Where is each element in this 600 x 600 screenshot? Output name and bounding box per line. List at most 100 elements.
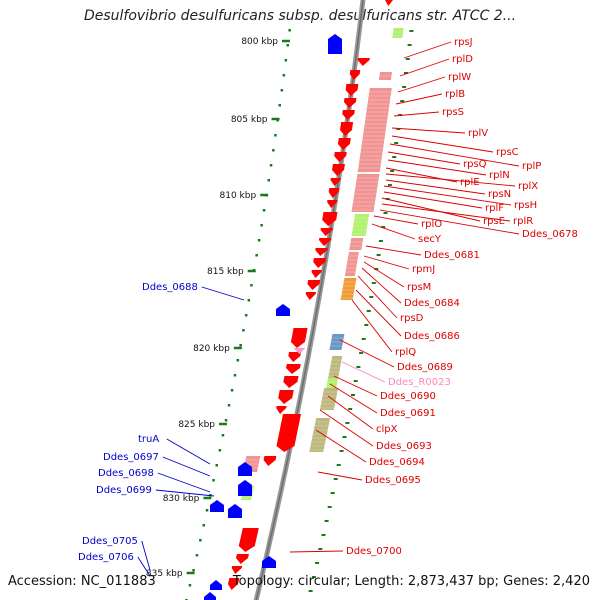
minor-tick (394, 142, 399, 144)
cog-block (328, 356, 343, 378)
forward-gene-arrow[interactable] (276, 304, 290, 316)
gene-label[interactable]: rpsJ (454, 37, 473, 48)
reverse-gene-arrow[interactable] (231, 566, 243, 574)
gene-label[interactable]: rpsN (488, 189, 511, 200)
reverse-gene-arrow[interactable] (343, 98, 357, 108)
gene-label[interactable]: rpsQ (463, 159, 487, 170)
reverse-gene-arrow[interactable] (307, 280, 321, 290)
minor-tick (402, 86, 407, 88)
minor-tick (376, 254, 381, 256)
reverse-gene-arrow[interactable] (357, 58, 370, 66)
reverse-gene-arrow[interactable] (276, 414, 302, 452)
cog-block (326, 378, 339, 388)
gene-label[interactable]: rplW (448, 72, 471, 83)
gene-label[interactable]: rplB (445, 89, 465, 100)
gene-label[interactable]: rplX (518, 181, 538, 192)
gene-label[interactable]: Ddes_0693 (376, 441, 432, 452)
reverse-gene-arrow[interactable] (339, 122, 354, 136)
reverse-gene-arrow[interactable] (276, 406, 287, 414)
gene-label[interactable]: Ddes_0700 (346, 546, 402, 557)
reverse-gene-arrow[interactable] (313, 258, 326, 268)
gene-label[interactable]: Ddes_0686 (404, 331, 460, 342)
ruler-dot (288, 29, 291, 32)
accession-text: Accession: NC_011883 (8, 574, 156, 589)
reverse-gene-arrow[interactable] (327, 200, 338, 208)
gene-label[interactable]: rpmJ (412, 264, 435, 275)
gene-label[interactable]: clpX (376, 424, 398, 435)
gene-label[interactable]: rplV (468, 128, 488, 139)
forward-gene-arrow[interactable] (262, 556, 276, 568)
reverse-gene-arrow[interactable] (330, 178, 341, 186)
gene-label[interactable]: Ddes_0691 (380, 408, 436, 419)
gene-label[interactable]: rpsC (496, 147, 519, 158)
reverse-gene-arrow[interactable] (286, 364, 301, 374)
minor-tick (333, 478, 338, 480)
reverse-gene-arrow[interactable] (349, 70, 361, 80)
gene-label[interactable]: Ddes_0690 (380, 391, 436, 402)
gene-label[interactable]: Ddes_0697 (103, 452, 159, 463)
gene-label[interactable]: rpsE (483, 216, 505, 227)
gene-label[interactable]: Ddes_R0023 (388, 377, 451, 388)
gene-label[interactable]: rplF (485, 203, 504, 214)
gene-label[interactable]: rpsD (400, 313, 424, 324)
forward-gene-arrow[interactable] (228, 504, 242, 518)
gene-label[interactable]: Ddes_0694 (369, 457, 425, 468)
reverse-gene-arrow[interactable] (227, 578, 240, 590)
gene-label[interactable]: rplR (513, 216, 533, 227)
reverse-gene-arrow[interactable] (288, 352, 302, 362)
cog-block (309, 418, 331, 452)
minor-tick (356, 366, 361, 368)
reverse-gene-arrow[interactable] (311, 270, 322, 278)
reverse-gene-arrow[interactable] (278, 390, 294, 404)
gene-label[interactable]: truA (138, 434, 159, 445)
minor-tick (353, 380, 358, 382)
reverse-gene-arrow[interactable] (320, 228, 333, 236)
forward-gene-arrow[interactable] (328, 34, 342, 54)
gene-label[interactable]: rpsM (407, 282, 431, 293)
gene-label[interactable]: Ddes_0706 (78, 552, 134, 563)
gene-label[interactable]: Ddes_0684 (404, 298, 460, 309)
forward-gene-arrow[interactable] (238, 462, 252, 476)
reverse-gene-arrow[interactable] (305, 292, 317, 300)
reverse-gene-arrow[interactable] (332, 164, 345, 176)
reverse-gene-arrow[interactable] (238, 528, 259, 552)
rna-gene-arrow[interactable] (293, 348, 306, 354)
reverse-gene-arrow[interactable] (322, 212, 338, 226)
gene-label[interactable]: Ddes_0688 (142, 282, 198, 293)
gene-label[interactable]: Ddes_0695 (365, 475, 421, 486)
gene-label[interactable]: secY (418, 234, 442, 245)
reverse-gene-arrow[interactable] (345, 84, 359, 96)
forward-gene-arrow[interactable] (210, 580, 222, 590)
gene-label[interactable]: Ddes_0681 (424, 250, 480, 261)
gene-label[interactable]: rpsS (442, 107, 464, 118)
reverse-gene-arrow[interactable] (328, 188, 340, 198)
reverse-gene-arrow[interactable] (318, 238, 332, 246)
reverse-gene-arrow[interactable] (315, 248, 328, 256)
gene-label[interactable]: Ddes_0698 (98, 468, 154, 479)
reverse-gene-arrow[interactable] (236, 554, 249, 564)
reverse-gene-arrow[interactable] (342, 110, 355, 120)
reverse-gene-arrow[interactable] (337, 138, 351, 150)
gene-label[interactable]: rplD (452, 54, 473, 65)
forward-gene-arrow[interactable] (210, 500, 224, 512)
gene-label[interactable]: Ddes_0699 (96, 485, 152, 496)
ruler-dot (221, 434, 225, 437)
label-leader-line (141, 540, 151, 571)
gene-label[interactable]: rplQ (395, 347, 416, 358)
reverse-gene-arrow[interactable] (334, 152, 347, 162)
label-leader-line (355, 289, 402, 337)
gene-label[interactable]: Ddes_0678 (522, 229, 578, 240)
gene-label[interactable]: Ddes_0705 (82, 536, 138, 547)
gene-label[interactable]: rplP (522, 161, 541, 172)
gene-label[interactable]: rpsH (514, 200, 537, 211)
forward-gene-arrow[interactable] (204, 592, 216, 600)
reverse-gene-arrow[interactable] (263, 456, 277, 466)
gene-label[interactable]: rplO (421, 219, 442, 230)
reverse-gene-arrow[interactable] (385, 0, 393, 6)
reverse-gene-arrow[interactable] (290, 328, 308, 348)
forward-gene-arrow[interactable] (238, 480, 252, 496)
gene-label[interactable]: Ddes_0689 (397, 362, 453, 373)
reverse-gene-arrow[interactable] (283, 376, 299, 388)
gene-label[interactable]: rplE (460, 177, 480, 188)
gene-label[interactable]: rplN (489, 170, 510, 181)
